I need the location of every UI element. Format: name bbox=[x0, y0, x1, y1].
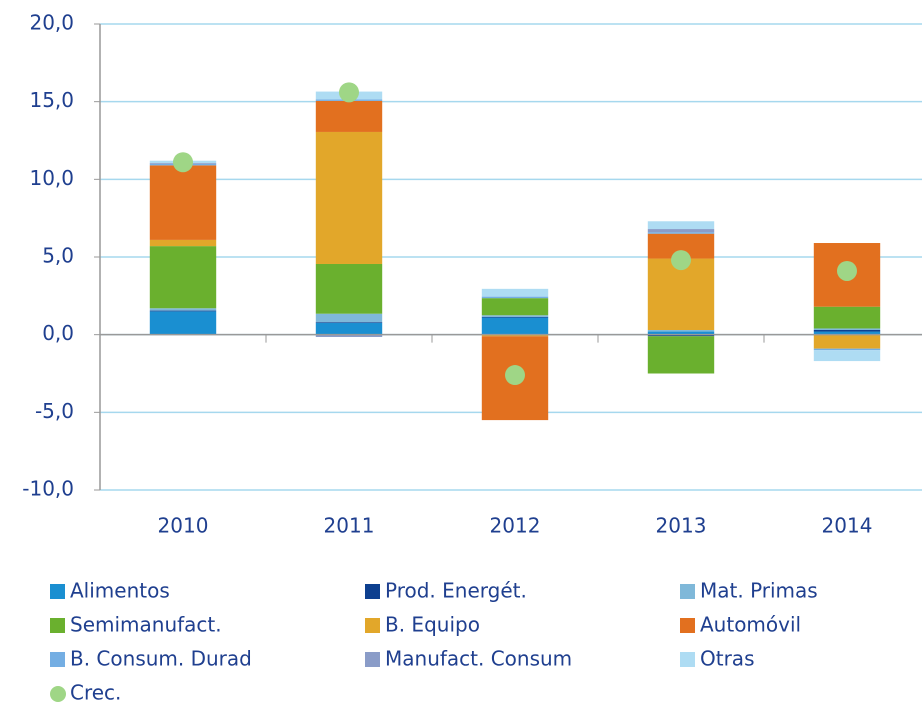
y-tick-label: 0,0 bbox=[42, 321, 74, 345]
legend-swatch bbox=[365, 618, 380, 633]
bar-segment bbox=[149, 246, 217, 309]
x-tick-label: 2013 bbox=[656, 514, 707, 538]
bar-segment bbox=[315, 263, 383, 314]
bar-segment bbox=[315, 313, 383, 323]
bar-segment bbox=[481, 288, 549, 297]
bar-segment bbox=[149, 310, 217, 312]
legend-label: B. Consum. Durad bbox=[70, 647, 252, 671]
y-tick-label: -10,0 bbox=[22, 477, 74, 501]
legend-swatch bbox=[50, 686, 66, 702]
legend-swatch bbox=[50, 652, 65, 667]
bar-segment bbox=[813, 306, 881, 329]
legend-swatch bbox=[365, 652, 380, 667]
bar-segment bbox=[647, 336, 715, 374]
legend-swatch bbox=[50, 584, 65, 599]
legend-swatch bbox=[680, 618, 695, 633]
legend-label: Automóvil bbox=[700, 613, 801, 637]
x-tick-label: 2014 bbox=[822, 514, 873, 538]
bar-segment bbox=[647, 229, 715, 233]
bar-segment bbox=[481, 316, 549, 318]
y-tick-label: 10,0 bbox=[29, 166, 74, 190]
bar-segment bbox=[647, 331, 715, 335]
bar-segment bbox=[647, 330, 715, 332]
bar-segment bbox=[149, 239, 217, 247]
bar-segment bbox=[813, 334, 881, 349]
x-tick-label: 2011 bbox=[324, 514, 375, 538]
legend-swatch bbox=[680, 584, 695, 599]
point bbox=[671, 250, 691, 271]
bar-segment bbox=[647, 258, 715, 331]
x-tick-label: 2010 bbox=[158, 514, 209, 538]
bar-segment bbox=[481, 315, 549, 317]
bar-segment bbox=[315, 334, 383, 337]
legend-label: Semimanufact. bbox=[70, 613, 222, 637]
bar-segment bbox=[149, 308, 217, 311]
legend-label: B. Equipo bbox=[385, 613, 480, 637]
legend-label: Alimentos bbox=[70, 579, 170, 603]
bar-segment bbox=[647, 221, 715, 230]
point bbox=[837, 260, 857, 281]
bar-segment bbox=[481, 317, 549, 335]
legend-swatch bbox=[50, 618, 65, 633]
y-tick-label: 5,0 bbox=[42, 244, 74, 268]
bar-segment bbox=[315, 323, 383, 335]
bar-segment bbox=[315, 322, 383, 324]
legend-label: Mat. Primas bbox=[700, 579, 818, 603]
bar-segment bbox=[481, 298, 549, 316]
y-tick-label: 20,0 bbox=[29, 11, 74, 35]
bar-segment bbox=[813, 330, 881, 332]
bar-segment bbox=[149, 165, 217, 240]
point bbox=[339, 82, 359, 103]
legend-label: Prod. Energét. bbox=[385, 579, 527, 603]
bar-segment bbox=[647, 334, 715, 337]
bar-segment bbox=[481, 334, 549, 337]
bar-segment bbox=[149, 311, 217, 335]
bar-segment bbox=[315, 131, 383, 264]
x-tick-label: 2012 bbox=[490, 514, 541, 538]
point bbox=[505, 365, 525, 386]
bar-segment bbox=[481, 296, 549, 299]
bar-segment bbox=[813, 331, 881, 335]
legend-label: Otras bbox=[700, 647, 754, 671]
point bbox=[173, 152, 193, 173]
bar-segment bbox=[813, 348, 881, 351]
bar-segment bbox=[813, 350, 881, 362]
legend-label: Manufact. Consum bbox=[385, 647, 572, 671]
bar-segment bbox=[647, 232, 715, 234]
bar-segment bbox=[813, 328, 881, 331]
legend-swatch bbox=[680, 652, 695, 667]
legend-swatch bbox=[365, 584, 380, 599]
y-tick-label: -5,0 bbox=[35, 399, 74, 423]
bar-segment bbox=[315, 100, 383, 132]
legend-label: Crec. bbox=[70, 681, 121, 704]
y-tick-label: 15,0 bbox=[29, 88, 74, 112]
